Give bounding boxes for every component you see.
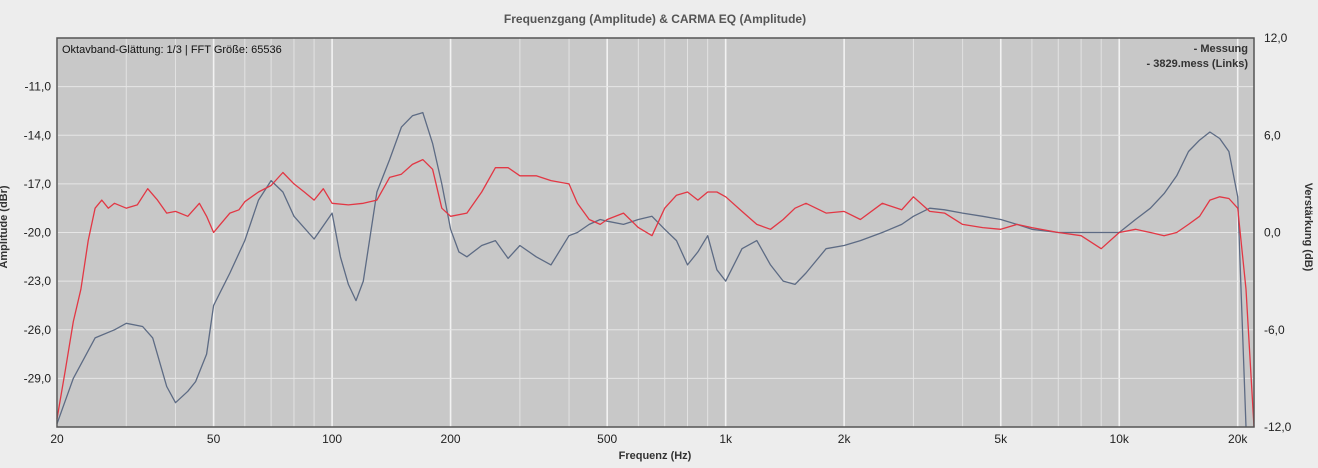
y-right-axis-label: Verstärkung (dB)	[1302, 183, 1314, 272]
x-tick-label: 100	[322, 432, 342, 446]
x-tick-label: 2k	[838, 432, 852, 446]
x-tick-label: 1k	[719, 432, 733, 446]
y-left-axis-label: Amplitude (dBr)	[0, 185, 10, 268]
series-lines	[56, 111, 1255, 428]
x-tick-labels: 20 50 100 200 500 1k 2k 5k 10k 20k	[50, 432, 1248, 446]
series-line-3829-mess	[56, 158, 1255, 428]
plot-border	[56, 37, 1255, 428]
chart-title: Frequenzgang (Amplitude) & CARMA EQ (Amp…	[504, 12, 806, 26]
y-right-tick-label: 0,0	[1264, 226, 1281, 240]
legend-item-3829-mess: - 3829.mess (Links)	[1147, 58, 1249, 70]
y-left-tick-labels: -11,0 -14,0 -17,0 -20,0 -23,0 -26,0 -29,0	[24, 80, 52, 386]
x-tick-label: 20	[50, 432, 64, 446]
y-left-tick-label: -17,0	[24, 177, 52, 191]
y-right-tick-label: 12,0	[1264, 31, 1288, 45]
x-tick-label: 20k	[1228, 432, 1248, 446]
y-left-tick-label: -11,0	[25, 80, 52, 94]
x-tick-label: 50	[207, 432, 221, 446]
y-left-tick-label: -20,0	[24, 226, 52, 240]
y-right-tick-label: 6,0	[1264, 128, 1281, 142]
y-left-tick-label: -29,0	[24, 371, 52, 385]
x-axis-label: Frequenz (Hz)	[619, 450, 692, 462]
x-tick-label: 500	[597, 432, 617, 446]
x-tick-label: 200	[441, 432, 461, 446]
x-tick-label: 10k	[1110, 432, 1130, 446]
y-left-tick-label: -14,0	[24, 128, 52, 142]
series-line-messung	[56, 111, 1247, 428]
x-tick-label: 5k	[994, 432, 1008, 446]
info-text: Oktavband-Glättung: 1/3 | FFT Größe: 655…	[62, 44, 282, 56]
legend-item-messung: - Messung	[1194, 43, 1248, 55]
y-right-tick-label: -12,0	[1264, 420, 1292, 434]
y-left-tick-label: -23,0	[24, 274, 52, 288]
y-right-tick-labels: 12,0 6,0 0,0 -6,0 -12,0	[1264, 31, 1292, 434]
y-right-tick-label: -6,0	[1264, 323, 1285, 337]
y-left-tick-label: -26,0	[24, 323, 52, 337]
